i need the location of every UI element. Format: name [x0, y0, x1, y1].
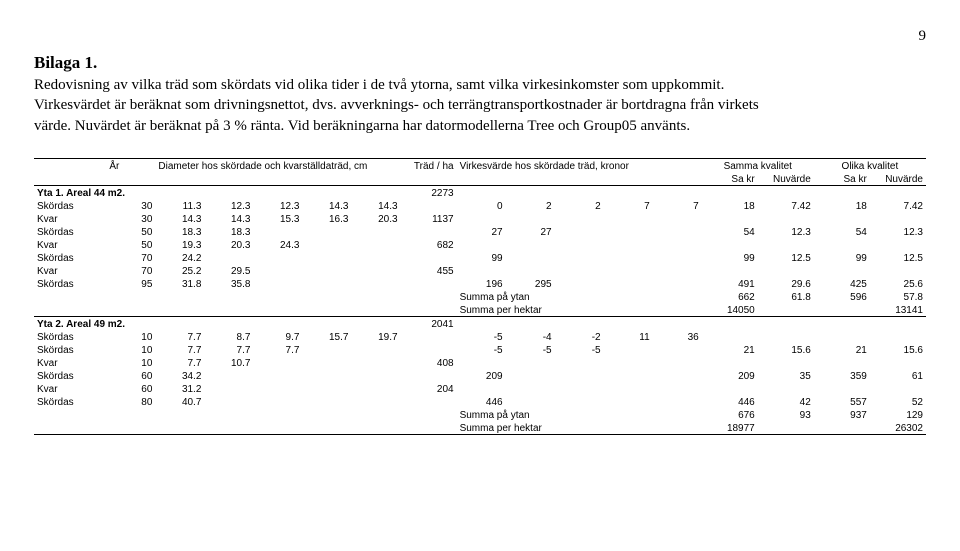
table-row: Skördas9531.835.819629549129.642525.6	[34, 277, 926, 290]
page-number: 9	[34, 28, 926, 45]
doc-title: Bilaga 1.	[34, 53, 926, 73]
yta1-title: Yta 1. Areal 44 m2.	[34, 185, 401, 199]
yta2-summa-hekt: Summa per hektar 18977 26302	[34, 421, 926, 435]
table-row: Skördas3011.312.312.314.314.302277187.42…	[34, 199, 926, 212]
hdr-nuv-2: Nuvärde	[870, 172, 926, 186]
hdr-samma: Samma kvalitet	[702, 158, 814, 172]
table-row: Skördas107.77.77.7-5-5-52115.62115.6	[34, 343, 926, 356]
table-row: Skördas5018.318.327275412.35412.3	[34, 225, 926, 238]
table-row: Kvar5019.320.324.3682	[34, 238, 926, 251]
table-row: Kvar7025.229.5455	[34, 264, 926, 277]
table-row: Kvar107.710.7408	[34, 356, 926, 369]
summa-ytan-label-2: Summa på ytan	[457, 408, 702, 421]
table-row: Skördas8040.74464464255752	[34, 395, 926, 408]
header-row-2: Sa kr Nuvärde Sa kr Nuvärde	[34, 172, 926, 186]
hdr-tradha: Träd / ha	[401, 158, 457, 172]
hdr-nuv-1: Nuvärde	[758, 172, 814, 186]
yta2-heading-row: Yta 2. Areal 49 m2. 2041	[34, 316, 926, 330]
yta1-init-t: 2273	[401, 185, 457, 199]
hdr-sakr-2: Sa kr	[814, 172, 870, 186]
table-row: Skördas107.78.79.715.719.7-5-4-21136	[34, 330, 926, 343]
table-row: Kvar6031.2204	[34, 382, 926, 395]
summa-ytan-label: Summa på ytan	[457, 290, 702, 303]
yta1-heading-row: Yta 1. Areal 44 m2. 2273	[34, 185, 926, 199]
table-row: Kvar3014.314.315.316.320.31137	[34, 212, 926, 225]
yta2-title: Yta 2. Areal 49 m2.	[34, 316, 401, 330]
hdr-sakr-1: Sa kr	[702, 172, 758, 186]
hdr-virk: Virkesvärde hos skördade träd, kronor	[457, 158, 702, 172]
summa-hekt-label: Summa per hektar	[457, 303, 702, 317]
yta2-summa-ytan: Summa på ytan 676 93 937 129	[34, 408, 926, 421]
header-row-1: År Diameter hos skördade och kvarställda…	[34, 158, 926, 172]
table-row: Skördas6034.22092093535961	[34, 369, 926, 382]
yta1-summa-ytan: Summa på ytan 662 61.8 596 57.8	[34, 290, 926, 303]
data-table: År Diameter hos skördade och kvarställda…	[34, 158, 926, 435]
yta1-summa-hekt: Summa per hektar 14050 13141	[34, 303, 926, 317]
hdr-diam: Diameter hos skördade och kvarställdaträ…	[155, 158, 400, 172]
table-row: Skördas7024.2999912.59912.5	[34, 251, 926, 264]
hdr-olika: Olika kvalitet	[814, 158, 926, 172]
summa-hekt-label-2: Summa per hektar	[457, 421, 702, 435]
intro-paragraph: Redovisning av vilka träd som skördats v…	[34, 75, 794, 136]
yta2-init-t: 2041	[401, 316, 457, 330]
hdr-ar: År	[106, 158, 155, 172]
